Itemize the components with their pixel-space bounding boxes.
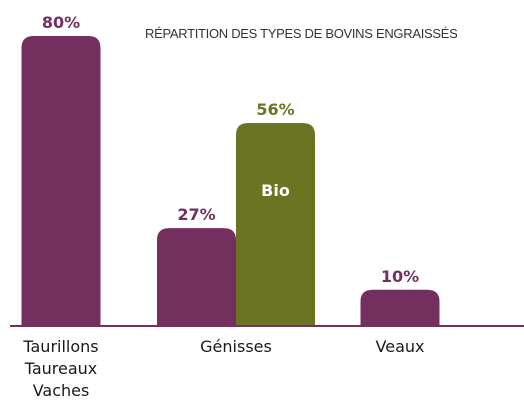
bar — [236, 123, 315, 326]
value-label: 27% — [177, 205, 215, 224]
value-label: 56% — [256, 100, 294, 119]
x-tick-label: Taurillons Taureaux Vaches — [23, 337, 99, 400]
x-tick-label: Génisses — [200, 337, 272, 356]
series-label: Bio — [261, 181, 290, 200]
value-label: 10% — [381, 267, 419, 286]
chart-title: RÉPARTITION DES TYPES DE BOVINS ENGRAISS… — [145, 26, 458, 41]
bar — [157, 228, 236, 326]
bar — [21, 36, 101, 326]
bar — [360, 289, 440, 326]
x-tick-label: Veaux — [375, 337, 425, 356]
value-label: 80% — [42, 13, 80, 32]
